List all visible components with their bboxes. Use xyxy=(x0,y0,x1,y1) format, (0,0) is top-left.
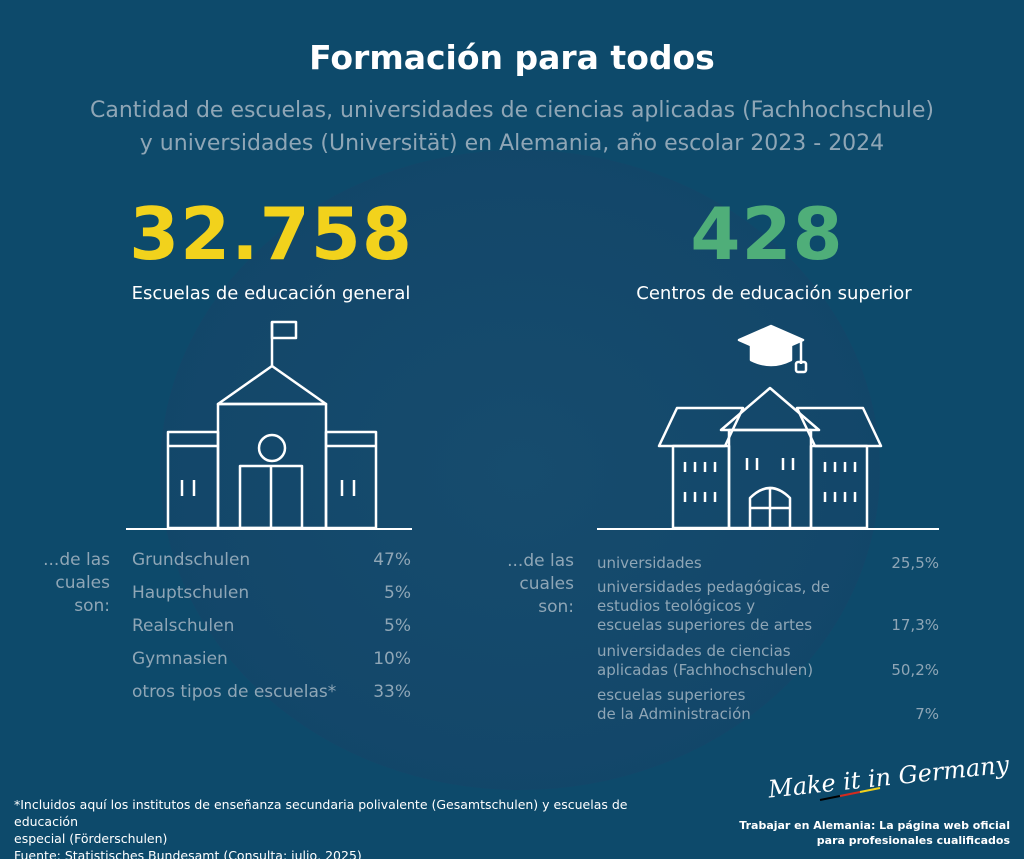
university-baseline xyxy=(597,528,939,530)
table-row: universidades 25,5% xyxy=(597,554,939,573)
value-label: 47% xyxy=(373,550,411,570)
logo-text: Make it in Germany xyxy=(766,756,1010,804)
of-which-line: cuales xyxy=(519,574,574,594)
page-title: Formación para todos xyxy=(309,38,715,77)
value-label: 33% xyxy=(373,682,411,702)
category-label: Hauptschulen xyxy=(132,583,250,603)
value-label: 50,2% xyxy=(891,661,939,679)
subtitle-line: y universidades (Universität) en Alemani… xyxy=(139,131,885,156)
school-building-icon xyxy=(166,320,378,530)
value-label: 10% xyxy=(373,649,411,669)
footnote-line: especial (Förderschulen) xyxy=(14,831,168,846)
of-which-line: ...de las xyxy=(43,550,110,570)
of-which-line: ...de las xyxy=(507,551,574,571)
table-row: escuelas superiores de la Administración 7… xyxy=(597,686,939,724)
of-which-line: son: xyxy=(74,596,110,616)
school-baseline xyxy=(126,528,412,530)
schools-of-which-label: ...de las cuales son: xyxy=(30,549,110,618)
of-which-line: son: xyxy=(538,597,574,617)
category-label: Realschulen xyxy=(132,616,235,636)
footnote-line: *Incluidos aquí los institutos de enseña… xyxy=(14,797,628,829)
category-label: universidades xyxy=(597,554,702,572)
background-circle xyxy=(160,150,880,790)
table-row: Grundschulen 47% xyxy=(132,550,411,570)
category-label: escuelas superiores xyxy=(597,686,746,704)
value-label: 7% xyxy=(915,705,939,723)
tagline-line: para profesionales cualificados xyxy=(816,834,1010,847)
value-label: 25,5% xyxy=(891,554,939,572)
table-row: Realschulen 5% xyxy=(132,616,411,636)
footnote: *Incluidos aquí los institutos de enseña… xyxy=(14,796,654,859)
category-label: Grundschulen xyxy=(132,550,251,570)
value-label: 17,3% xyxy=(891,616,939,634)
value-label: 5% xyxy=(384,616,411,636)
category-label: universidades pedagógicas, de xyxy=(597,578,830,596)
table-row: otros tipos de escuelas* 33% xyxy=(132,682,411,702)
table-row: universidades de ciencias aplicadas (Fach… xyxy=(597,642,939,680)
higher-ed-of-which-label: ...de las cuales son: xyxy=(494,550,574,619)
higher-ed-label: Centros de educación superior xyxy=(636,283,912,304)
schools-label: Escuelas de educación general xyxy=(131,283,411,304)
university-building-icon xyxy=(657,324,883,530)
category-label: de la Administración xyxy=(597,705,751,723)
higher-ed-total: 428 xyxy=(690,192,844,276)
of-which-line: cuales xyxy=(55,573,110,593)
schools-total: 32.758 xyxy=(129,192,413,276)
category-label: Gymnasien xyxy=(132,649,228,669)
category-label: otros tipos de escuelas* xyxy=(132,682,337,702)
category-label: estudios teológicos y xyxy=(597,597,756,615)
brand-tagline: Trabajar en Alemania: La página web ofic… xyxy=(739,818,1010,848)
tagline-line: Trabajar en Alemania: La página web ofic… xyxy=(739,819,1010,832)
category-label: escuelas superiores de artes xyxy=(597,616,813,634)
value-label: 5% xyxy=(384,583,411,603)
table-row: Hauptschulen 5% xyxy=(132,583,411,603)
category-label: aplicadas (Fachhochschulen) xyxy=(597,661,814,679)
page-subtitle: Cantidad de escuelas, universidades de c… xyxy=(40,94,984,160)
make-it-in-germany-logo: Make it in Germany xyxy=(766,756,1010,804)
category-label: universidades de ciencias xyxy=(597,642,791,660)
table-row: universidades pedagógicas, de estudios te… xyxy=(597,578,939,635)
source-line: Fuente: Statistisches Bundesamt (Consult… xyxy=(14,848,362,859)
subtitle-line: Cantidad de escuelas, universidades de c… xyxy=(90,98,934,123)
table-row: Gymnasien 10% xyxy=(132,649,411,669)
